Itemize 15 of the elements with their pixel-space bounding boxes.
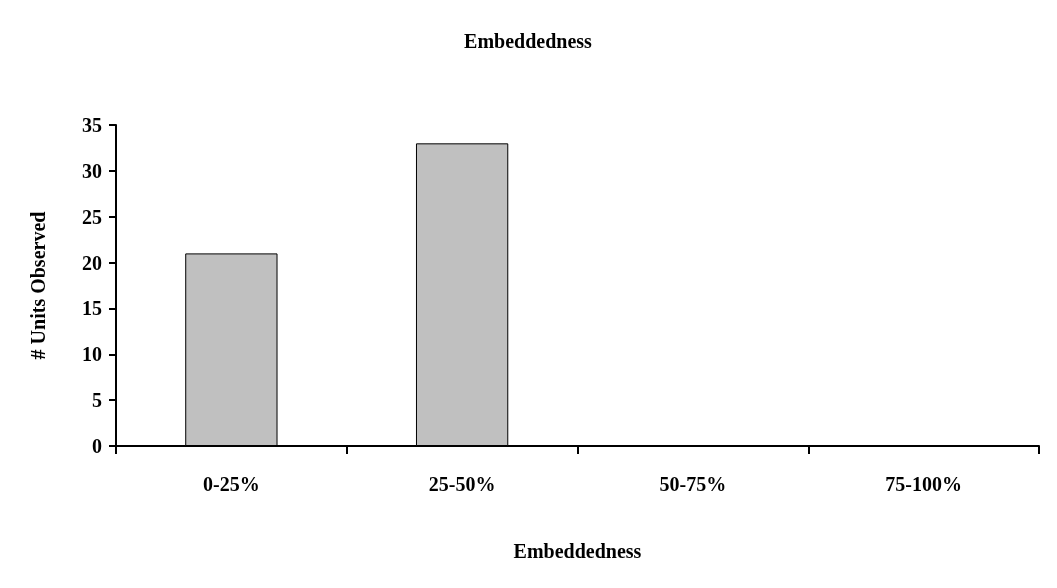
y-tick-label: 15 — [82, 297, 102, 320]
chart-title: Embeddedness — [464, 30, 593, 52]
y-tick-label: 20 — [82, 251, 102, 274]
x-axis-title: Embeddedness — [513, 540, 642, 562]
y-tick-label: 30 — [82, 159, 102, 182]
y-axis-title: # Units Observed — [27, 211, 49, 360]
x-tick-label: 75-100% — [885, 473, 962, 495]
y-tick-label: 5 — [92, 389, 102, 412]
y-tick-label: 25 — [82, 205, 102, 228]
x-tick-label: 25-50% — [428, 473, 496, 495]
y-tick-label: 10 — [82, 343, 102, 366]
x-tick-label: 0-25% — [203, 473, 260, 495]
y-tick-label: 0 — [92, 435, 102, 457]
y-tick-label: 35 — [82, 114, 102, 136]
x-tick-label: 50-75% — [659, 473, 727, 495]
